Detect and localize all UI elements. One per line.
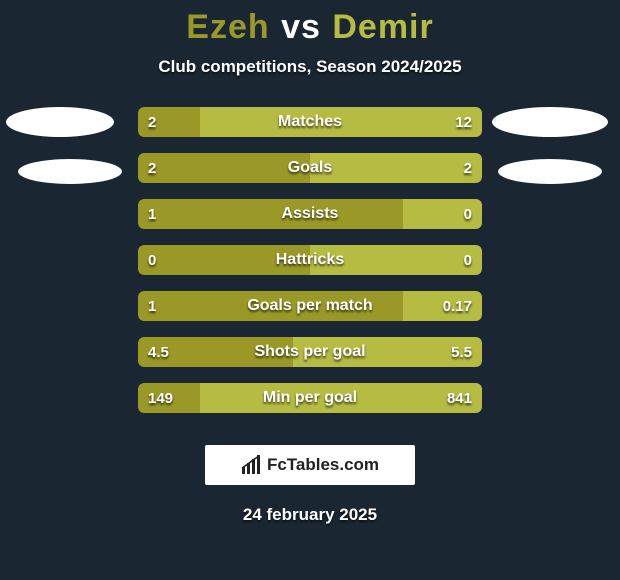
right-value: 841 (437, 383, 482, 413)
right-value: 12 (445, 107, 482, 137)
page-title: Ezeh vs Demir (0, 0, 620, 47)
decorative-ellipse (18, 159, 122, 184)
stat-row: 10Assists (138, 199, 482, 229)
decorative-ellipse (6, 107, 114, 137)
left-value: 1 (138, 291, 166, 321)
left-value: 0 (138, 245, 166, 275)
right-bar (200, 107, 482, 137)
comparison-area: 212Matches22Goals10Assists00Hattricks10.… (0, 107, 620, 427)
stat-rows: 212Matches22Goals10Assists00Hattricks10.… (138, 107, 482, 429)
right-value: 0 (454, 199, 482, 229)
stat-row: 22Goals (138, 153, 482, 183)
right-value: 0 (454, 245, 482, 275)
left-bar (138, 291, 403, 321)
stat-row: 212Matches (138, 107, 482, 137)
right-value: 0.17 (433, 291, 482, 321)
date-footer: 24 february 2025 (0, 505, 620, 525)
left-value: 2 (138, 153, 166, 183)
player1-name: Ezeh (186, 8, 269, 46)
stat-row: 10.17Goals per match (138, 291, 482, 321)
left-value: 4.5 (138, 337, 179, 367)
player2-name: Demir (332, 8, 433, 46)
right-value: 2 (454, 153, 482, 183)
left-value: 2 (138, 107, 166, 137)
stat-row: 4.55.5Shots per goal (138, 337, 482, 367)
stat-row: 149841Min per goal (138, 383, 482, 413)
brand-text: FcTables.com (267, 455, 379, 475)
subtitle: Club competitions, Season 2024/2025 (0, 57, 620, 77)
stat-row: 00Hattricks (138, 245, 482, 275)
brand-badge: FcTables.com (205, 445, 415, 485)
left-value: 149 (138, 383, 183, 413)
right-value: 5.5 (441, 337, 482, 367)
left-value: 1 (138, 199, 166, 229)
decorative-ellipse (498, 159, 602, 184)
vs-label: vs (281, 8, 321, 46)
left-bar (138, 199, 403, 229)
decorative-ellipse (492, 107, 608, 137)
chart-icon (241, 455, 263, 475)
